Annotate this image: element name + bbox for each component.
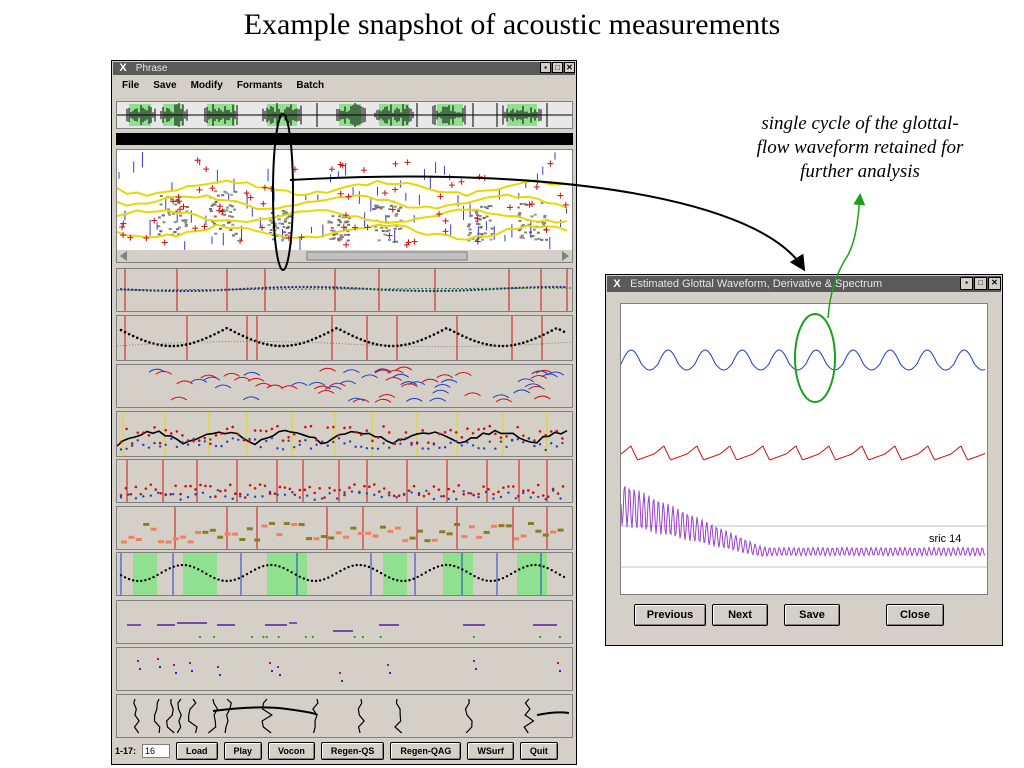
black-bar — [116, 133, 573, 145]
phrase-window-titlebar[interactable]: X Phrase — [113, 62, 575, 75]
energy-plot — [117, 316, 572, 360]
formant-arcs-panel[interactable] — [116, 364, 573, 408]
annotation-text: single cycle of the glottal- flow wavefo… — [728, 112, 992, 184]
load-button[interactable]: Load — [176, 742, 218, 760]
markers-plot — [137, 658, 561, 682]
f0-plot — [117, 269, 572, 311]
glottal-window: X Estimated Glottal Waveform, Derivative… — [605, 274, 1003, 646]
glottal-plot-area: sric 14 — [620, 303, 988, 595]
glottal-button-row: Previous Next Save Close — [634, 604, 968, 626]
voicing-panel[interactable] — [116, 552, 573, 596]
annotation-line-3: further analysis — [800, 161, 920, 182]
quit-button[interactable]: Quit — [519, 742, 558, 760]
voicing-plot — [119, 553, 566, 595]
glottal-window-controls: ▪ □ ✕ — [960, 277, 1001, 290]
wsurf-button[interactable]: WSurf — [467, 742, 514, 760]
minimize-icon[interactable]: ▪ — [540, 62, 551, 73]
regen-qs-button[interactable]: Regen-QS — [320, 742, 385, 760]
pulses-panel[interactable] — [116, 694, 573, 738]
regen-qag-button[interactable]: Regen-QAG — [390, 742, 462, 760]
close-icon[interactable]: ✕ — [988, 277, 1001, 290]
quotient-plot — [121, 507, 564, 549]
menu-formants[interactable]: Formants — [236, 80, 283, 91]
bandwidth-panel[interactable] — [116, 459, 573, 503]
annotation-line-1: single cycle of the glottal- — [761, 113, 959, 134]
markers-panel[interactable] — [116, 647, 573, 691]
phrase-button-row: 1-17: 16 Load Play Vocon Regen-QS Regen-… — [115, 742, 558, 760]
phrase-window-title: Phrase — [135, 63, 168, 74]
spectrum-label: sric 14 — [929, 533, 961, 545]
menu-batch[interactable]: Batch — [296, 80, 325, 91]
next-button[interactable]: Next — [712, 604, 768, 626]
annotation-line-2: flow waveform retained for — [756, 137, 964, 158]
amplitude-panel[interactable] — [116, 411, 573, 457]
x-logo-icon: X — [119, 62, 127, 74]
range-input[interactable]: 16 — [142, 744, 171, 758]
amplitude-plot — [117, 412, 568, 456]
f0-panel[interactable] — [116, 268, 573, 312]
spectrogram-panel[interactable] — [116, 149, 573, 263]
pulses-plot — [133, 698, 570, 734]
menu-save[interactable]: Save — [153, 80, 177, 91]
segments-plot — [127, 622, 561, 639]
segments-panel[interactable] — [116, 600, 573, 644]
previous-button[interactable]: Previous — [634, 604, 706, 626]
menu-bar: File Save Modify Formants Batch — [116, 78, 324, 94]
vocon-button[interactable]: Vocon — [268, 742, 315, 760]
maximize-icon[interactable]: □ — [974, 277, 987, 290]
waveform-panel[interactable] — [116, 101, 573, 129]
play-button[interactable]: Play — [223, 742, 263, 760]
waveform-plot — [117, 102, 572, 128]
menu-file[interactable]: File — [122, 80, 140, 91]
glottal-window-title: Estimated Glottal Waveform, Derivative &… — [630, 278, 883, 290]
maximize-icon[interactable]: □ — [552, 62, 563, 73]
energy-panel[interactable] — [116, 315, 573, 361]
save-button[interactable]: Save — [784, 604, 840, 626]
bandwidth-plot — [119, 460, 565, 502]
glottal-window-titlebar[interactable]: X Estimated Glottal Waveform, Derivative… — [607, 276, 1001, 292]
glottal-plots: sric 14 — [621, 349, 987, 568]
spectrogram-plot — [117, 150, 572, 262]
glottal-waveform-trace — [621, 349, 986, 371]
close-button[interactable]: Close — [886, 604, 944, 626]
phrase-window: X Phrase ▪ □ ✕ File Save Modify Formants… — [111, 60, 577, 765]
spectrum-trace — [621, 486, 986, 558]
slide-title: Example snapshot of acoustic measurement… — [243, 8, 781, 41]
derivative-trace — [621, 445, 986, 461]
minimize-icon[interactable]: ▪ — [960, 277, 973, 290]
formant-arcs-plot — [148, 366, 564, 403]
x-logo-icon: X — [613, 278, 621, 290]
phrase-window-controls: ▪ □ ✕ — [540, 62, 575, 73]
range-label: 1-17: — [115, 746, 137, 756]
menu-modify[interactable]: Modify — [190, 80, 223, 91]
quotient-panel[interactable] — [116, 506, 573, 550]
close-icon[interactable]: ✕ — [564, 62, 575, 73]
